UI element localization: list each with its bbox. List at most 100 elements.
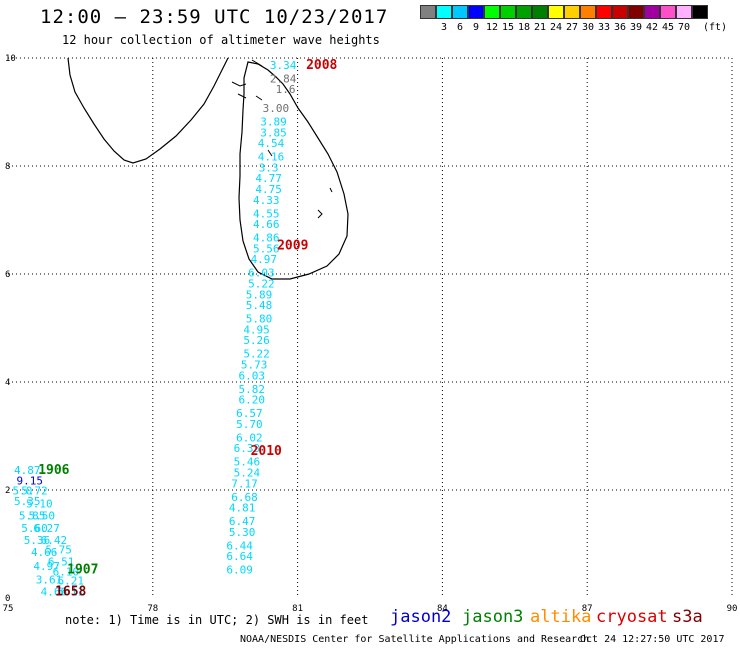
swh-value: 5.72 [21,484,48,497]
swh-value: 6.10 [53,565,80,578]
legend-swatch [612,5,628,19]
swh-value: 5.26 [243,334,270,347]
swh-value: 5.73 [241,359,268,372]
legend-label: 9 [472,22,480,33]
swh-value: 7.17 [231,477,258,490]
swh-value: 3.61 [36,573,63,586]
swh-value: 9.15 [16,475,43,488]
observation-layer: 3.342.841.63.003.893.854.544.163.34.774.… [13,59,297,598]
swh-value: 4.33 [253,194,280,207]
generation-timestamp: Oct 24 12:27:50 UTC 2017 [580,634,725,645]
legend-swatch [564,5,580,19]
swh-value: 4.16 [258,151,285,164]
swh-value: 6.44 [226,539,253,552]
legend-label: 6 [456,22,464,33]
legend-label: 33 [597,22,611,33]
swh-value: 5.36 [24,534,51,547]
legend-swatch [628,5,644,19]
swh-value: 6.02 [236,431,263,444]
lon-tick-label: 87 [582,604,593,614]
swh-value: 5.22 [243,348,270,361]
pass-time-label: 1658 [55,584,86,599]
swh-value: 6.57 [236,407,263,420]
swh-value: 5.24 [234,467,261,480]
pass-time-label: 1907 [67,563,98,578]
legend-swatch [452,5,468,19]
satellite-name: s3a [672,607,703,627]
swh-value: 4.66 [31,546,58,559]
swh-value: 4.97 [33,560,60,573]
swh-value: 4.95 [243,323,270,336]
pass-time-label: 1906 [38,463,69,478]
legend-label: 12 [485,22,499,33]
pass-time-layer: 2008 2009 2010 1906 1907 1658 [38,58,337,599]
legend-swatch [644,5,660,19]
legend-swatch [500,5,516,19]
swh-value: 6.64 [226,550,253,563]
lat-tick-label: 8 [5,162,10,172]
legend-swatch [468,5,484,19]
legend-swatch [484,5,500,19]
sri-lanka-coastline [238,61,349,280]
satellite-name: jason3 [462,607,524,627]
swh-value: 1.6 [276,83,296,96]
lon-tick-label: 75 [3,604,14,614]
graticule [8,57,733,598]
legend-swatch [580,5,596,19]
swh-value: 4.75 [255,183,282,196]
swh-value: 4.81 [229,502,256,515]
satellite-name: cryosat [596,607,668,627]
map-title: 12:00 – 23:59 UTC 10/23/2017 [40,6,389,28]
swh-value: 6.51 [48,556,75,569]
legend-swatch [692,5,708,19]
swh-value: 4.54 [258,137,285,150]
swh-value: 6.21 [57,575,84,588]
map-subtitle: 12 hour collection of altimeter wave hei… [62,33,380,47]
lat-tick-label: 6 [5,270,10,280]
swh-value: 5.82 [238,383,265,396]
swh-value: 4.87 [14,464,41,477]
swh-value: 5.80 [246,313,273,326]
swh-value: 6.47 [229,515,256,528]
satellite-name: altika [530,607,592,627]
lon-tick-label: 90 [727,604,738,614]
swh-value: 3.85 [260,126,287,139]
swh-value: 6.27 [33,522,60,535]
lat-tick-label: 10 [5,54,16,64]
legend-label: 30 [581,22,595,33]
swh-value: 4.66 [41,585,68,598]
swh-value: 3.34 [270,59,297,72]
swh-value: 4.86 [253,232,280,245]
swh-value: 6.03 [238,369,265,382]
legend-unit: (ft) [702,22,728,33]
legend-label: 3 [440,22,448,33]
axis-tick-labels: 75 78 81 84 87 90 0 2 4 6 8 10 [3,54,738,614]
legend-swatch [436,5,452,19]
swh-value: 6.42 [41,534,68,547]
legend-label: 18 [517,22,531,33]
pass-time-label: 2009 [277,239,308,254]
swh-value: 4.55 [253,207,280,220]
swh-value: 5.70 [236,418,263,431]
legend-swatch [548,5,564,19]
swh-value: 5.48 [246,299,273,312]
swh-value: 5.0 [13,484,33,497]
swh-value: 6.33 [234,442,261,455]
swh-value: 4.66 [253,218,280,231]
legend-label: 27 [565,22,579,33]
legend-label: 39 [629,22,643,33]
coastline [67,57,349,280]
legend-label: 70 [677,22,691,33]
swh-value: 3.00 [263,102,290,115]
credit-line: NOAA/NESDIS Center for Satellite Applica… [240,634,590,645]
swh-value: 5.22 [248,278,275,291]
satellite-name: jason2 [390,607,452,627]
swh-value: 5.35 [14,495,41,508]
swh-value: 5.89 [246,288,273,301]
swh-value: 6.20 [238,394,265,407]
legend-swatch [660,5,676,19]
swh-value: 6.03 [248,267,275,280]
lon-tick-label: 84 [437,604,448,614]
swh-value: 5.56 [253,242,280,255]
swh-value: 5.85 [19,510,46,523]
